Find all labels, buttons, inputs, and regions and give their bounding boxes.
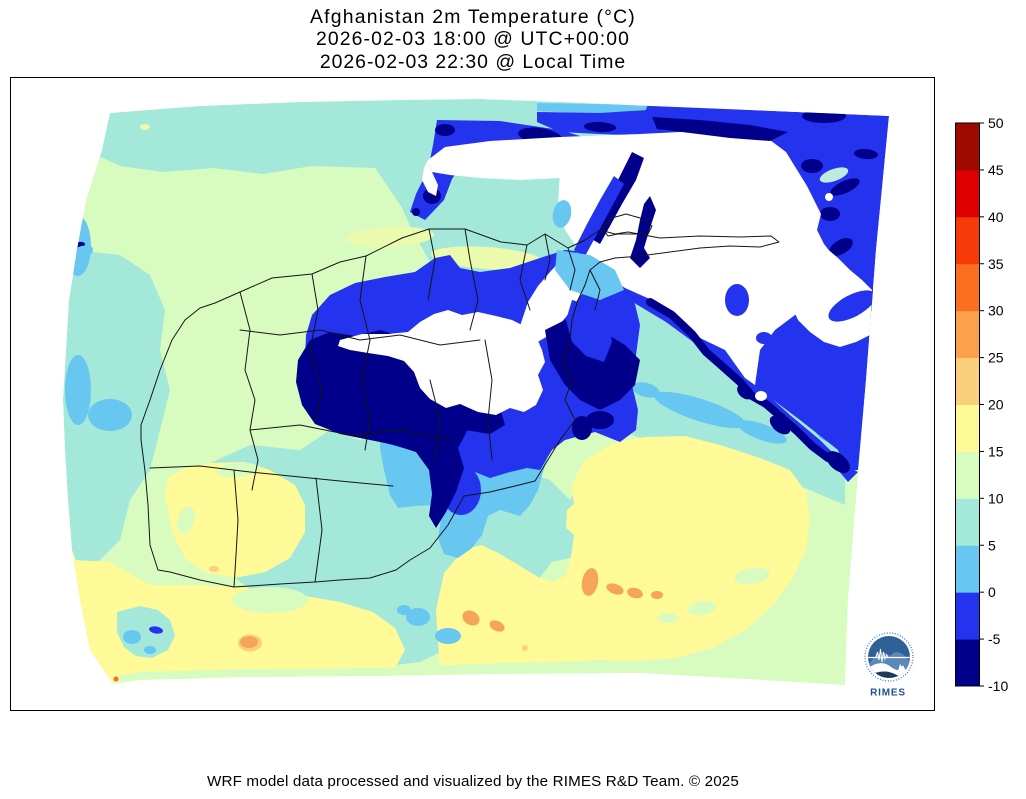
svg-text:40: 40 — [988, 209, 1004, 225]
svg-text:20: 20 — [988, 397, 1004, 413]
svg-text:0: 0 — [988, 584, 996, 600]
svg-text:10: 10 — [988, 490, 1004, 506]
svg-text:50: 50 — [988, 115, 1004, 131]
svg-text:35: 35 — [988, 256, 1004, 272]
svg-text:-5: -5 — [988, 631, 1001, 647]
svg-text:RIMES: RIMES — [870, 688, 906, 699]
svg-text:-10: -10 — [988, 678, 1008, 694]
svg-text:25: 25 — [988, 350, 1004, 366]
svg-text:30: 30 — [988, 303, 1004, 319]
svg-text:45: 45 — [988, 162, 1004, 178]
svg-text:15: 15 — [988, 443, 1004, 459]
svg-text:5: 5 — [988, 537, 996, 553]
